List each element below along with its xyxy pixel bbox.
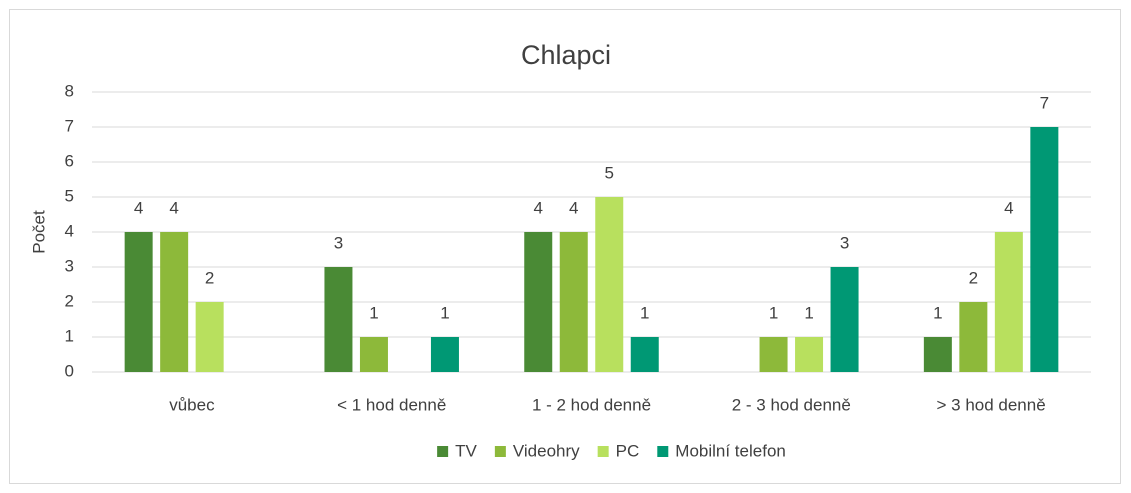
- y-tick-label: 7: [65, 116, 74, 135]
- y-tick-label: 5: [65, 186, 74, 205]
- bar: [195, 302, 224, 372]
- bar: [959, 302, 988, 372]
- bar: [160, 232, 189, 372]
- data-label: 1: [440, 303, 449, 322]
- y-tick-label: 4: [65, 221, 74, 240]
- bar: [324, 267, 353, 372]
- bar: [994, 232, 1023, 372]
- y-tick-label: 0: [65, 361, 74, 380]
- legend-swatch: [597, 446, 609, 457]
- bar: [124, 232, 153, 372]
- y-tick-label: 1: [65, 326, 74, 345]
- y-tick-label: 3: [65, 256, 74, 275]
- data-label: 7: [1040, 93, 1049, 112]
- data-label: 2: [969, 268, 978, 287]
- data-label: 4: [134, 198, 143, 217]
- bar: [524, 232, 553, 372]
- bar: [795, 337, 824, 372]
- legend-swatch: [437, 446, 449, 457]
- legend-swatch: [657, 446, 669, 457]
- y-axis-label: Počet: [29, 210, 48, 254]
- legend-label: Videohry: [513, 441, 580, 460]
- data-label: 1: [804, 303, 813, 322]
- y-tick-label: 8: [65, 81, 74, 100]
- bar: [1030, 127, 1059, 372]
- chart-title: Chlapci: [521, 40, 611, 70]
- bar: [923, 337, 952, 372]
- bar: [559, 232, 588, 372]
- data-label: 5: [605, 163, 614, 182]
- legend-label: Mobilní telefon: [675, 441, 786, 460]
- bar: [830, 267, 859, 372]
- x-tick-label: 2 - 3 hod denně: [732, 395, 851, 414]
- bar: [430, 337, 459, 372]
- y-tick-label: 2: [65, 291, 74, 310]
- data-label: 4: [169, 198, 178, 217]
- bar: [630, 337, 659, 372]
- data-label: 1: [369, 303, 378, 322]
- x-tick-label: 1 - 2 hod denně: [532, 395, 651, 414]
- y-tick-label: 6: [65, 151, 74, 170]
- bar: [759, 337, 788, 372]
- x-tick-label: < 1 hod denně: [337, 395, 446, 414]
- data-label: 4: [569, 198, 578, 217]
- x-tick-label: vůbec: [169, 395, 215, 414]
- bar: [595, 197, 624, 372]
- legend-label: PC: [616, 441, 640, 460]
- data-label: 1: [933, 303, 942, 322]
- data-label: 2: [205, 268, 214, 287]
- data-label: 3: [840, 233, 849, 252]
- bar: [359, 337, 388, 372]
- data-label: 1: [769, 303, 778, 322]
- legend-swatch: [494, 446, 506, 457]
- data-label: 4: [1004, 198, 1013, 217]
- data-label: 4: [534, 198, 543, 217]
- data-label: 3: [334, 233, 343, 252]
- legend-label: TV: [455, 441, 477, 460]
- x-tick-label: > 3 hod denně: [936, 395, 1045, 414]
- data-label: 1: [640, 303, 649, 322]
